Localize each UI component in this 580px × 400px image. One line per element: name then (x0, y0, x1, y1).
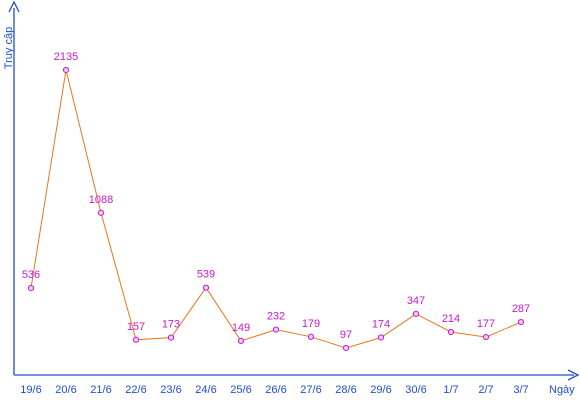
x-tick-label: 21/6 (90, 384, 111, 396)
data-label: 177 (477, 318, 495, 330)
y-axis (8, 0, 20, 375)
x-tick-label: 25/6 (230, 384, 251, 396)
x-axis-arrow (567, 369, 580, 381)
x-tick-label: 2/7 (478, 384, 493, 396)
data-label: 347 (407, 295, 425, 307)
data-label: 157 (127, 321, 145, 333)
data-point (517, 318, 525, 326)
x-tick-label: 19/6 (20, 384, 41, 396)
data-label: 214 (442, 313, 460, 325)
x-tick-label: 22/6 (125, 384, 146, 396)
data-point (202, 284, 210, 291)
x-tick-label: 26/6 (265, 384, 286, 396)
data-label: 287 (512, 303, 530, 315)
data-point (272, 326, 280, 333)
data-point (62, 66, 70, 74)
data-label: 1088 (89, 194, 113, 206)
x-tick-label: 23/6 (160, 384, 181, 396)
data-point (307, 333, 315, 340)
series-line (30, 69, 522, 349)
data-label: 97 (340, 329, 352, 341)
data-point (447, 328, 455, 336)
data-label: 232 (267, 311, 285, 323)
data-label: 174 (372, 318, 390, 330)
x-tick-label: 28/6 (335, 384, 356, 396)
x-tick-label: 27/6 (300, 384, 321, 396)
data-label: 539 (197, 269, 215, 281)
x-tick-label: 30/6 (405, 384, 426, 396)
data-point (27, 284, 35, 292)
data-point (342, 344, 350, 352)
data-point (167, 334, 175, 341)
y-axis-arrow (8, 0, 20, 13)
data-label: 179 (302, 318, 320, 330)
data-label: 149 (232, 322, 250, 334)
data-label: 173 (162, 319, 180, 331)
data-point (377, 334, 385, 341)
x-tick-label: 24/6 (195, 384, 216, 396)
data-point (412, 310, 420, 317)
x-tick-label: 20/6 (55, 384, 76, 396)
x-axis (14, 369, 580, 381)
data-point (237, 337, 245, 344)
chart-marks: 19/6 20/6 21/6 22/6 23/6 24/6 25/6 26/6 27/6 28/6… (20, 51, 530, 396)
x-tick-label: 29/6 (370, 384, 391, 396)
x-axis-title: Ngày (549, 384, 575, 396)
data-point (97, 209, 105, 216)
data-point (482, 333, 490, 341)
data-label: 2135 (54, 51, 78, 63)
data-label: 536 (22, 269, 40, 281)
data-point (132, 336, 140, 343)
x-tick-label: 1/7 (443, 384, 458, 396)
y-axis-title: Truy cập (3, 27, 15, 69)
x-tick-label: 3/7 (513, 384, 528, 396)
